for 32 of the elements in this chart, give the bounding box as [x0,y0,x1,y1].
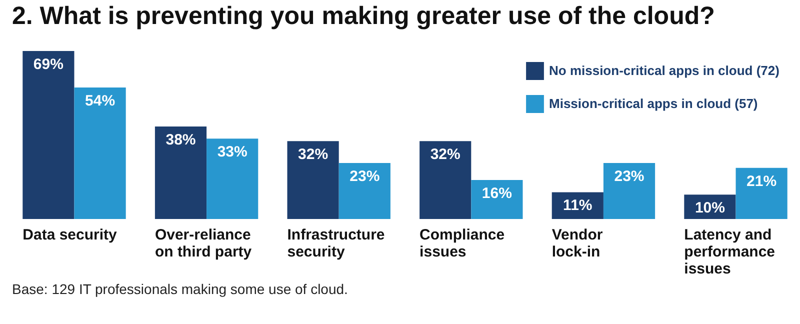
data-label: 32% [298,146,328,164]
bar [154,126,207,219]
bar [22,51,74,219]
data-label: 16% [482,185,512,202]
data-label: 69% [33,56,64,73]
x-tick-label: Infrastructure security [287,226,385,260]
data-label: 32% [430,146,460,164]
data-label: 33% [217,144,248,161]
data-label: 54% [85,92,116,110]
data-label: 21% [746,172,777,190]
text: Base: 129 IT professionals making some use of cloud. [12,281,348,297]
bar [471,180,523,219]
x-tick-label: Compliance issues [420,226,505,260]
data-label: 23% [350,168,380,185]
x-tick-label: Over-reliance on third party [154,226,252,260]
x-tick-label: Data security [22,226,118,244]
legend-label: No mission-critical apps in cloud (72) [549,63,780,78]
x-tick-label: Vendor lock-in [552,226,603,260]
bar [287,141,339,219]
bar [338,163,390,219]
bar [420,141,472,219]
chart-title: 2. What is preventing you making greater use of the cloud? [12,2,715,30]
bar [206,138,258,219]
data-label: 10% [694,200,725,217]
legend-label: Mission-critical apps in cloud (57) [549,96,758,111]
bar [736,168,788,219]
x-tick-label: Latency and performance issues [684,226,776,278]
data-label: 38% [166,131,196,148]
data-label: 23% [614,168,644,185]
bar [603,163,656,219]
bar [74,88,126,219]
data-label: 11% [563,197,592,214]
